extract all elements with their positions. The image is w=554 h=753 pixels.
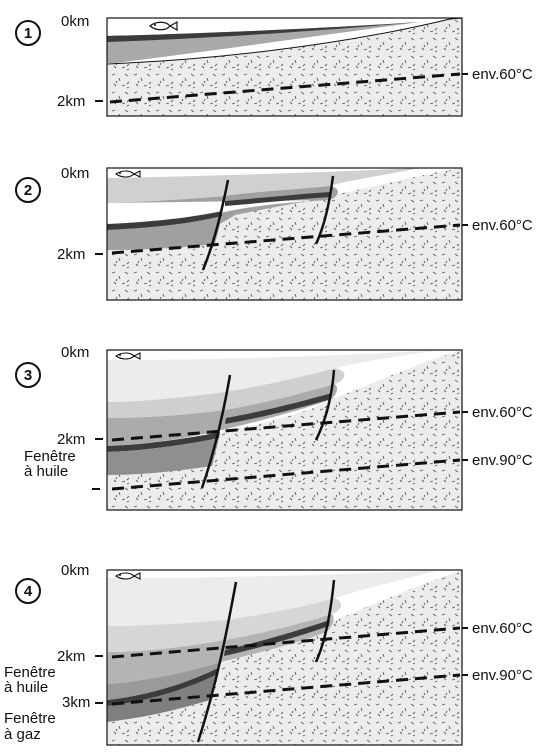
basement [107, 168, 462, 300]
source-rock-layer [225, 192, 330, 206]
step-number: 4 [24, 583, 33, 600]
isotherm-60-label: env.60°C [472, 217, 533, 234]
source-rock-layer [107, 668, 218, 706]
source-rock-layer [107, 432, 220, 452]
fish-icon [115, 170, 141, 178]
oil-window-label: Fenêtre [4, 664, 56, 681]
fault [196, 581, 238, 743]
sediment-layer [107, 22, 420, 64]
fish-icon [115, 352, 141, 360]
fish-icon [115, 572, 141, 580]
lower-fill [107, 662, 222, 700]
isotherm-60-label: env.60°C [472, 620, 533, 637]
panel-4: 4 0km env.60°C env.90°C 2km Fenêtre à hu… [4, 562, 533, 746]
water [107, 168, 420, 178]
depth-top-label: 0km [61, 13, 89, 30]
step-badge [15, 362, 41, 388]
source-rock-layer [107, 211, 222, 230]
isotherm-60 [109, 72, 461, 104]
panel-2: 2 0km env.60°C 2km [15, 165, 533, 301]
sediment-top [107, 350, 440, 402]
sediment-mid [107, 614, 334, 684]
depth-top-label: 0km [61, 562, 89, 579]
oil-window-label-2: à huile [24, 463, 68, 480]
lower-fill [107, 438, 219, 475]
panel-frame [106, 349, 463, 511]
isotherm-90-label: env.90°C [472, 667, 533, 684]
fault [201, 179, 230, 271]
depth-2km-label: 2km [57, 93, 85, 110]
sediment-top [107, 570, 440, 626]
step-badge [15, 578, 41, 604]
isotherm-60-label: env.60°C [472, 404, 533, 421]
step-number: 3 [24, 367, 32, 384]
step-badge [15, 20, 41, 46]
water [107, 350, 440, 360]
source-rock-layer [225, 393, 332, 424]
source-rock-layer [107, 22, 420, 42]
isotherm-60 [111, 410, 461, 442]
fault [314, 369, 336, 441]
isotherm-60 [111, 223, 461, 255]
depth-2km-label: 2km [57, 431, 85, 448]
water [107, 20, 420, 36]
water [107, 570, 440, 578]
fish-icon [149, 20, 178, 32]
step-number: 1 [24, 25, 32, 42]
isotherm-60-label: env.60°C [472, 66, 533, 83]
oil-window-label: Fenêtre [24, 448, 76, 465]
fault [200, 374, 232, 489]
fault [314, 175, 335, 245]
sediment-upper [107, 168, 420, 203]
gas-window-label: Fenêtre [4, 710, 56, 727]
oil-window-label-2: à huile [4, 679, 48, 696]
isotherm-90-label: env.90°C [472, 452, 533, 469]
basement [106, 17, 463, 117]
panel-frame [106, 17, 463, 117]
step-number: 2 [24, 182, 32, 199]
depth-2km-label: 2km [57, 648, 85, 665]
fault [314, 579, 336, 663]
panel-1: 1 0km env.60°C 2km [15, 13, 533, 117]
panel-frame [106, 569, 463, 746]
lower-fill [107, 216, 222, 250]
step-badge [15, 177, 41, 203]
depth-2km-label: 2km [57, 246, 85, 263]
isotherm-90 [111, 458, 461, 491]
basement [107, 350, 462, 510]
panel-3: 3 0km env.60°C env.90°C 2km Fenêtre à hu… [15, 344, 533, 511]
depth-3km-label: 3km [62, 694, 90, 711]
isotherm-60 [111, 626, 461, 659]
sediment-upper [107, 598, 342, 652]
depth-top-label: 0km [61, 165, 89, 182]
panel-frame [106, 167, 463, 301]
gas-window-label-2: à gaz [4, 726, 41, 743]
isotherm-90 [111, 673, 461, 706]
depth-top-label: 0km [61, 344, 89, 361]
source-rock-layer [224, 620, 330, 656]
